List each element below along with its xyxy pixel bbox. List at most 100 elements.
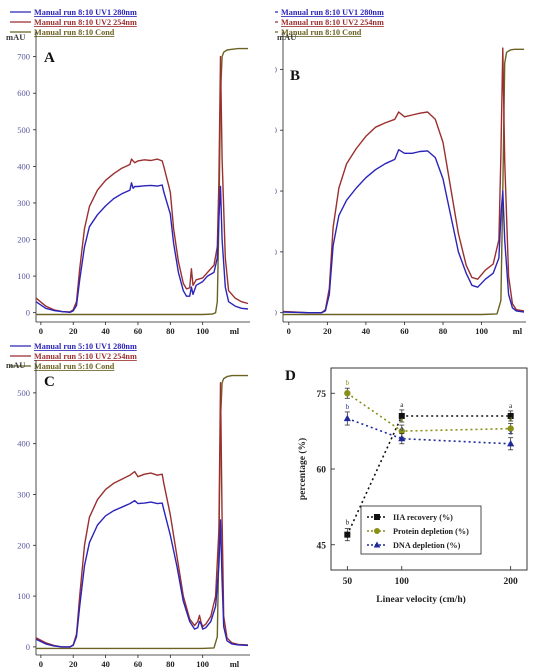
panel-letter: D bbox=[285, 368, 296, 384]
velocity-chart-panel-d: D 45 60 75 50 100 200 Linear velocity (cm/h) per… bbox=[285, 367, 528, 605]
x-tick-label: 0 bbox=[39, 326, 43, 336]
x-tick-label: 80 bbox=[166, 326, 175, 336]
x-tick-label: 60 bbox=[134, 326, 143, 336]
y-tick-label: 400 bbox=[275, 64, 277, 74]
data-point-square bbox=[398, 412, 405, 419]
x-tick-label: 40 bbox=[101, 326, 110, 336]
y-tick-label: 0 bbox=[26, 642, 30, 652]
series-line-manual-run-8-10-cond bbox=[36, 47, 248, 316]
x-tick-label: 50 bbox=[343, 577, 353, 587]
x-tick-label: 40 bbox=[362, 326, 371, 336]
significance-letter: b bbox=[346, 403, 350, 411]
data-point-triangle bbox=[343, 414, 351, 422]
y-tick-label: 100 bbox=[17, 271, 30, 281]
data-point-triangle bbox=[507, 439, 515, 447]
y-tick-label: 0 bbox=[26, 308, 30, 318]
significance-letter: a bbox=[509, 402, 513, 410]
y-tick-label: 200 bbox=[17, 540, 30, 550]
panel-letter: A bbox=[44, 50, 55, 66]
significance-letter: a bbox=[509, 415, 513, 423]
data-point-circle bbox=[507, 425, 514, 432]
series-line-manual-run-8-10-uv2-254nm bbox=[282, 47, 525, 314]
y-tick-label: 0 bbox=[275, 308, 277, 318]
legend-label: Protein depletion (%) bbox=[393, 527, 469, 536]
y-tick-label: 300 bbox=[17, 489, 30, 499]
x-tick-label: 20 bbox=[69, 326, 78, 336]
y-axis-label: percentage (%) bbox=[297, 438, 308, 500]
y-tick-label: 200 bbox=[17, 235, 30, 245]
x-tick-label: 0 bbox=[39, 659, 43, 669]
y-tick-label: 200 bbox=[275, 186, 277, 196]
legend-label: Manual run 5:10 UV1 280nm bbox=[34, 342, 137, 351]
x-tick-label: 80 bbox=[439, 326, 448, 336]
legend-label: Manual run 8:10 Cond bbox=[281, 28, 362, 37]
legend-label: Manual run 8:10 UV1 280nm bbox=[281, 8, 384, 17]
x-tick-label: 100 bbox=[196, 659, 209, 669]
y-tick-label: 300 bbox=[17, 198, 30, 208]
y-tick-label: 60 bbox=[317, 466, 327, 476]
series-line-manual-run-8-10-cond bbox=[283, 48, 524, 316]
series-line-manual-run-8-10-uv1-280nm bbox=[282, 149, 525, 314]
legend-marker bbox=[373, 541, 381, 548]
y-tick-label: 75 bbox=[317, 390, 327, 400]
legend-label: Manual run 8:10 UV2 254nm bbox=[34, 18, 137, 27]
legend-label: Manual run 8:10 UV2 254nm bbox=[281, 18, 384, 27]
series-line-dna-depletion- bbox=[347, 417, 511, 445]
series-line-manual-run-8-10-uv2-254nm bbox=[35, 55, 249, 313]
legend-marker bbox=[374, 528, 380, 534]
legend-label: Manual run 8:10 Cond bbox=[34, 28, 115, 37]
x-tick-label: 80 bbox=[166, 659, 175, 669]
y-tick-label: 100 bbox=[17, 591, 30, 601]
x-tick-label: 100 bbox=[196, 326, 209, 336]
x-tick-label: 60 bbox=[400, 326, 409, 336]
data-point-triangle bbox=[398, 434, 406, 442]
x-tick-label: 100 bbox=[475, 326, 488, 336]
x-tick-label: 20 bbox=[323, 326, 332, 336]
x-tick-label: 60 bbox=[134, 659, 143, 669]
series-line-manual-run-8-10-uv1-280nm bbox=[35, 182, 249, 313]
legend-label: Manual run 8:10 UV1 280nm bbox=[34, 8, 137, 17]
panel-letter: B bbox=[290, 68, 300, 84]
data-point-circle bbox=[398, 427, 405, 435]
series-line-manual-run-5-10-uv1-280nm bbox=[35, 499, 249, 648]
y-tick-label: 600 bbox=[17, 88, 30, 98]
x-tick-label: 200 bbox=[504, 577, 519, 587]
data-point-square bbox=[344, 531, 351, 538]
y-tick-label: 500 bbox=[17, 125, 30, 135]
x-tick-label: 40 bbox=[101, 659, 110, 669]
panel-letter: C bbox=[44, 374, 55, 390]
data-point-square bbox=[507, 412, 514, 419]
significance-letter: a bbox=[400, 425, 404, 433]
x-tick-label: 20 bbox=[69, 659, 78, 669]
y-tick-label: 100 bbox=[275, 247, 277, 257]
legend-label: IIA recovery (%) bbox=[393, 513, 453, 522]
series-line-manual-run-5-10-uv2-254nm bbox=[35, 382, 249, 648]
x-axis-label: ml bbox=[230, 326, 240, 336]
y-axis-label: mAU bbox=[6, 32, 25, 42]
y-tick-label: 300 bbox=[275, 125, 277, 135]
x-axis-label: ml bbox=[230, 659, 240, 669]
series-line-protein-depletion- bbox=[346, 392, 511, 432]
legend-box bbox=[360, 505, 482, 555]
y-axis-label: mAU bbox=[277, 32, 296, 42]
significance-letter: b bbox=[346, 379, 350, 387]
significance-letter: a bbox=[400, 401, 404, 409]
x-tick-label: 100 bbox=[395, 577, 410, 587]
legend-label: DNA depletion (%) bbox=[393, 541, 461, 550]
y-axis-label: mAU bbox=[6, 360, 25, 370]
significance-letter: b bbox=[346, 519, 350, 527]
legend-marker bbox=[374, 514, 380, 520]
x-tick-label: 0 bbox=[287, 326, 291, 336]
series-line-manual-run-5-10-cond bbox=[36, 374, 248, 650]
data-point-circle bbox=[344, 390, 351, 397]
legend-label: Manual run 5:10 UV2 254nm bbox=[34, 352, 137, 361]
significance-letter: a bbox=[509, 429, 513, 437]
x-axis-label: Linear velocity (cm/h) bbox=[376, 594, 466, 605]
y-tick-label: 700 bbox=[17, 52, 30, 62]
y-tick-label: 45 bbox=[317, 541, 327, 551]
legend-label: Manual run 5:10 Cond bbox=[34, 362, 115, 371]
y-tick-label: 400 bbox=[17, 439, 30, 449]
